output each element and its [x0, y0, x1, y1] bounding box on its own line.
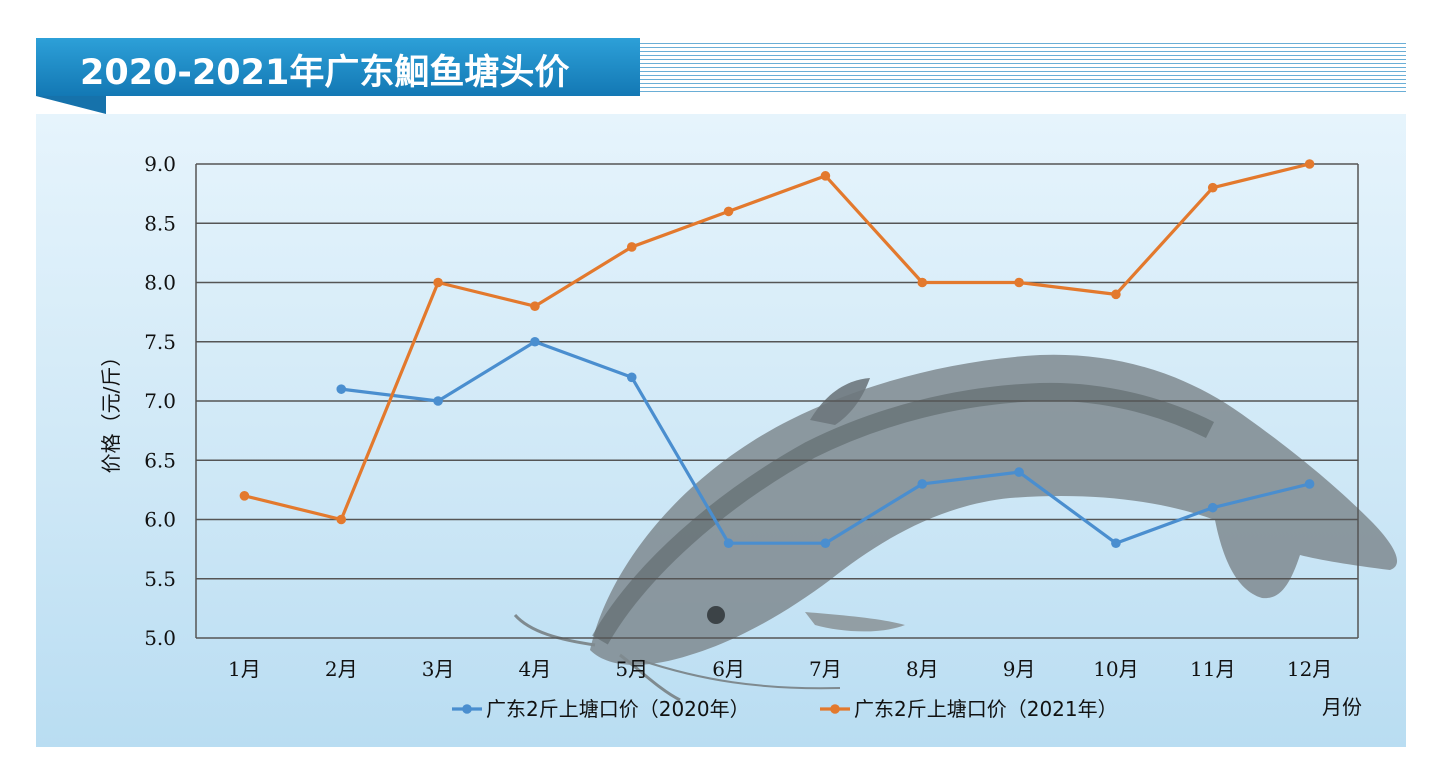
data-point: [239, 491, 250, 501]
y-tick-labels: 5.0 5.5 6.0 6.5 7.0 7.5 8.0 8.5 9.0: [144, 152, 176, 650]
data-point: [1111, 538, 1121, 548]
legend-swatch-marker: [830, 704, 840, 714]
data-point: [917, 277, 928, 288]
x-tick-label: 8月: [906, 657, 939, 681]
y-tick-label: 8.5: [144, 211, 176, 235]
y-tick-label: 7.5: [144, 330, 176, 354]
series-points: [239, 159, 1315, 548]
x-tick-label: 1月: [228, 657, 261, 681]
y-axis-label: 价格（元/斤）: [99, 347, 123, 474]
x-tick-label: 6月: [712, 657, 745, 681]
x-tick-label: 10月: [1093, 657, 1138, 681]
x-tick-label: 3月: [422, 657, 455, 681]
y-tick-label: 8.0: [144, 271, 176, 295]
x-tick-label: 11月: [1190, 657, 1235, 681]
legend-swatch-marker: [462, 704, 472, 714]
x-tick-label: 7月: [809, 657, 842, 681]
data-point: [1207, 502, 1218, 513]
legend-label: 广东2斤上塘口价（2021年）: [854, 697, 1118, 721]
x-tick-label: 4月: [519, 657, 552, 681]
title-banner-tail: [36, 96, 106, 114]
y-tick-label: 6.5: [144, 448, 176, 472]
data-point: [626, 372, 637, 383]
x-axis-label: 月份: [1322, 695, 1362, 719]
data-point: [1304, 159, 1315, 169]
x-tick-labels: 1月 2月 3月 4月 5月 6月 7月 8月 9月 10月 11月 12月: [228, 657, 1332, 681]
y-tick-label: 9.0: [144, 152, 176, 176]
y-tick-label: 5.0: [144, 626, 176, 650]
data-point: [336, 514, 347, 525]
y-tick-label: 7.0: [144, 389, 176, 413]
data-point: [723, 206, 734, 217]
data-point: [917, 479, 928, 489]
data-point: [820, 538, 831, 548]
chart-title: 2020-2021年广东鮰鱼塘头价: [80, 53, 570, 93]
data-point: [1111, 289, 1121, 300]
data-point: [530, 336, 540, 347]
title-banner: 2020-2021年广东鮰鱼塘头价: [36, 38, 640, 96]
series-line-2: [244, 162, 1310, 522]
data-point: [626, 242, 637, 252]
decorative-stripes: [640, 40, 1406, 92]
y-tick-label: 5.5: [144, 567, 176, 591]
catfish-illustration: [513, 354, 1398, 702]
legend-label: 广东2斤上塘口价（2020年）: [486, 697, 750, 721]
data-point: [820, 171, 831, 181]
legend: 广东2斤上塘口价（2020年） 广东2斤上塘口价（2021年）: [452, 697, 1118, 721]
data-point: [433, 396, 443, 406]
x-tick-label: 5月: [615, 657, 648, 681]
x-tick-label: 9月: [1003, 657, 1036, 681]
data-point: [1207, 182, 1218, 193]
data-point: [433, 277, 443, 288]
data-point: [1304, 479, 1315, 489]
data-point: [1014, 467, 1024, 477]
x-tick-label: 12月: [1287, 657, 1332, 681]
data-point: [1014, 277, 1024, 288]
data-point: [336, 384, 347, 394]
y-tick-label: 6.0: [144, 508, 176, 532]
data-point: [723, 538, 734, 548]
chart-grid: [195, 163, 1359, 639]
data-point: [530, 301, 540, 312]
x-tick-label: 2月: [325, 657, 358, 681]
